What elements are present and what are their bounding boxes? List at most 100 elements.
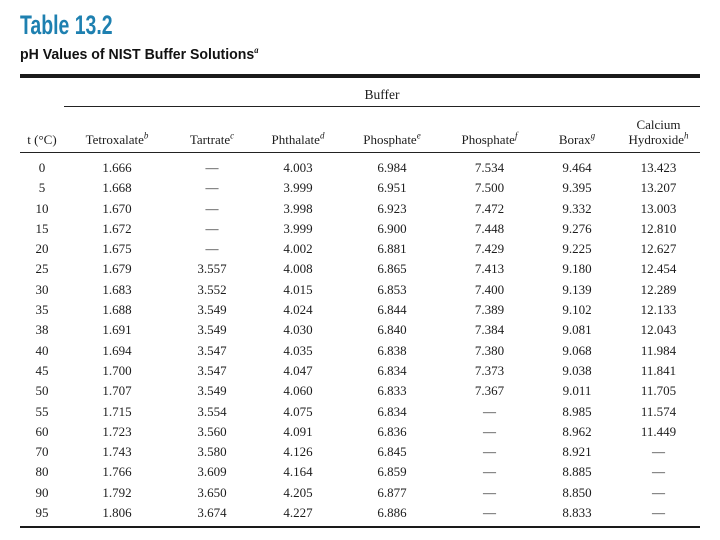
ph-value-cell: 3.554 — [197, 403, 227, 419]
ph-value-cell: 1.683 — [102, 281, 132, 297]
ph-value-cell: 7.448 — [474, 220, 505, 236]
ph-value-cell: 7.384 — [474, 322, 505, 338]
temperature-cell: 38 — [35, 322, 49, 338]
ph-value-cell: — — [205, 180, 219, 196]
ph-value-cell: 9.139 — [562, 281, 592, 297]
ph-value-cell: 4.015 — [283, 281, 313, 297]
ph-value-cell: 1.679 — [102, 261, 132, 277]
ph-value-cell: 3.999 — [283, 180, 313, 196]
ph-value-cell: — — [483, 464, 496, 480]
ph-value-cell: 8.833 — [537, 503, 617, 529]
top-rule — [20, 74, 700, 78]
ph-value-cell: 9.395 — [562, 180, 592, 196]
ph-value-cell: 7.389 — [474, 302, 505, 318]
footnote-marker: h — [684, 130, 689, 141]
table-row: 30 1.683 3.552 4.015 6.853 7.400 9.139 12.289 — [20, 280, 700, 300]
ph-value-cell: 9.225 — [562, 241, 592, 257]
ph-values-table: Buffer t (°C) Tetroxalateb Tartratec Phthal… — [20, 78, 700, 529]
header-spacer-cell — [20, 78, 64, 107]
ph-value-cell: 12.133 — [640, 302, 677, 318]
ph-value-cell: — — [205, 160, 219, 175]
footnote-marker: f — [514, 130, 518, 141]
temperature-cell: 20 — [35, 241, 49, 257]
ph-value-cell: 12.627 — [640, 241, 677, 257]
ph-value-cell: 3.549 — [197, 302, 227, 318]
ph-value-cell: — — [483, 444, 496, 460]
ph-value-cell: 1.700 — [102, 362, 132, 378]
ph-value-cell: 6.859 — [377, 464, 407, 480]
temperature-cell: 55 — [35, 403, 49, 419]
ph-value-cell: 6.840 — [377, 322, 407, 338]
table-body: 0 1.666 — 4.003 6.984 7.534 9.464 13.423 5 1.668 —… — [20, 153, 700, 529]
ph-value-cell: 3.547 — [197, 342, 227, 358]
ph-value-cell: 3.650 — [197, 484, 227, 500]
ph-value-cell: 6.900 — [377, 220, 407, 236]
ph-value-cell: 7.500 — [474, 180, 505, 196]
buffer-column-header: Tetroxalateb — [64, 106, 170, 153]
ph-value-cell: — — [483, 484, 496, 500]
ph-value-cell: 11.705 — [640, 383, 677, 399]
ph-value-cell: 9.081 — [562, 322, 592, 338]
ph-value-cell: — — [652, 464, 665, 480]
temperature-cell: 80 — [35, 464, 49, 480]
ph-value-cell: 8.885 — [562, 464, 592, 480]
footnote-marker: d — [319, 130, 325, 141]
buffer-column-header: Phosphatef — [442, 106, 537, 153]
ph-value-cell: — — [205, 220, 219, 236]
buffer-column-header: Phosphatee — [342, 106, 442, 153]
ph-value-cell: 6.865 — [377, 261, 407, 277]
table-row: 20 1.675 — 4.002 6.881 7.429 9.225 12.627 — [20, 239, 700, 259]
ph-value-cell: 4.060 — [283, 383, 313, 399]
ph-value-cell: 9.102 — [562, 302, 592, 318]
ph-value-cell: 3.560 — [197, 423, 227, 439]
table-row: 40 1.694 3.547 4.035 6.838 7.380 9.068 11.984 — [20, 341, 700, 361]
ph-value-cell: 4.003 — [283, 160, 313, 175]
ph-value-cell: — — [483, 403, 496, 419]
ph-value-cell: 11.574 — [640, 403, 677, 419]
temperature-cell: 45 — [35, 362, 49, 378]
ph-value-cell: 3.547 — [197, 362, 227, 378]
footnote-marker: b — [143, 130, 149, 141]
temperature-cell: 90 — [35, 484, 49, 500]
ph-value-cell: 1.688 — [102, 302, 132, 318]
temperature-cell: 70 — [35, 444, 49, 460]
ph-value-cell: 9.068 — [562, 342, 592, 358]
ph-value-cell: 4.164 — [283, 464, 313, 480]
buffer-group-row: Buffer — [20, 78, 700, 107]
table-title: pH Values of NIST Buffer Solutionsa — [20, 40, 659, 65]
buffer-group-header: Buffer — [64, 78, 700, 107]
footnote-marker: c — [230, 130, 235, 141]
ph-value-cell: — — [483, 423, 496, 439]
ph-value-cell: 1.675 — [102, 241, 132, 257]
table-row: 45 1.700 3.547 4.047 6.834 7.373 9.038 11.841 — [20, 361, 700, 381]
footnote-marker: g — [590, 130, 596, 141]
ph-value-cell: 3.549 — [197, 322, 227, 338]
ph-value-cell: 1.668 — [102, 180, 132, 196]
ph-value-cell: 4.091 — [283, 423, 313, 439]
ph-value-cell: 1.691 — [102, 322, 132, 338]
ph-value-cell: 4.075 — [283, 403, 313, 419]
ph-value-cell: 4.227 — [254, 503, 342, 529]
table-row: 95 1.806 3.674 4.227 6.886—8.833— — [20, 503, 700, 529]
table-header: Buffer t (°C) Tetroxalateb Tartratec Phthal… — [20, 78, 700, 153]
ph-value-cell: 3.609 — [197, 464, 227, 480]
table-row: 5 1.668 — 3.999 6.951 7.500 9.395 13.207 — [20, 178, 700, 198]
ph-value-cell: 6.834 — [377, 362, 407, 378]
ph-value-cell: 9.038 — [562, 362, 592, 378]
ph-value-cell: 6.923 — [377, 200, 407, 216]
footnote-marker: e — [416, 130, 421, 141]
ph-value-cell: 3.999 — [283, 220, 313, 236]
ph-value-cell: 1.707 — [102, 383, 132, 399]
table-row: 0 1.666 — 4.003 6.984 7.534 9.464 13.423 — [20, 153, 700, 179]
ph-value-cell: 1.766 — [102, 464, 132, 480]
ph-value-cell: 6.881 — [377, 241, 407, 257]
ph-value-cell: 4.002 — [283, 241, 313, 257]
table-row: 70 1.743 3.580 4.126 6.845 — 8.921 — — [20, 442, 700, 462]
ph-value-cell: 6.877 — [377, 484, 407, 500]
ph-value-cell: 1.715 — [102, 403, 132, 419]
ph-value-cell: 4.047 — [283, 362, 313, 378]
table-caption-block: Table 13.2 pH Values of NIST Buffer Solu… — [20, 10, 700, 65]
ph-value-cell: 3.998 — [283, 200, 313, 216]
ph-value-cell: 6.886 — [342, 503, 442, 529]
